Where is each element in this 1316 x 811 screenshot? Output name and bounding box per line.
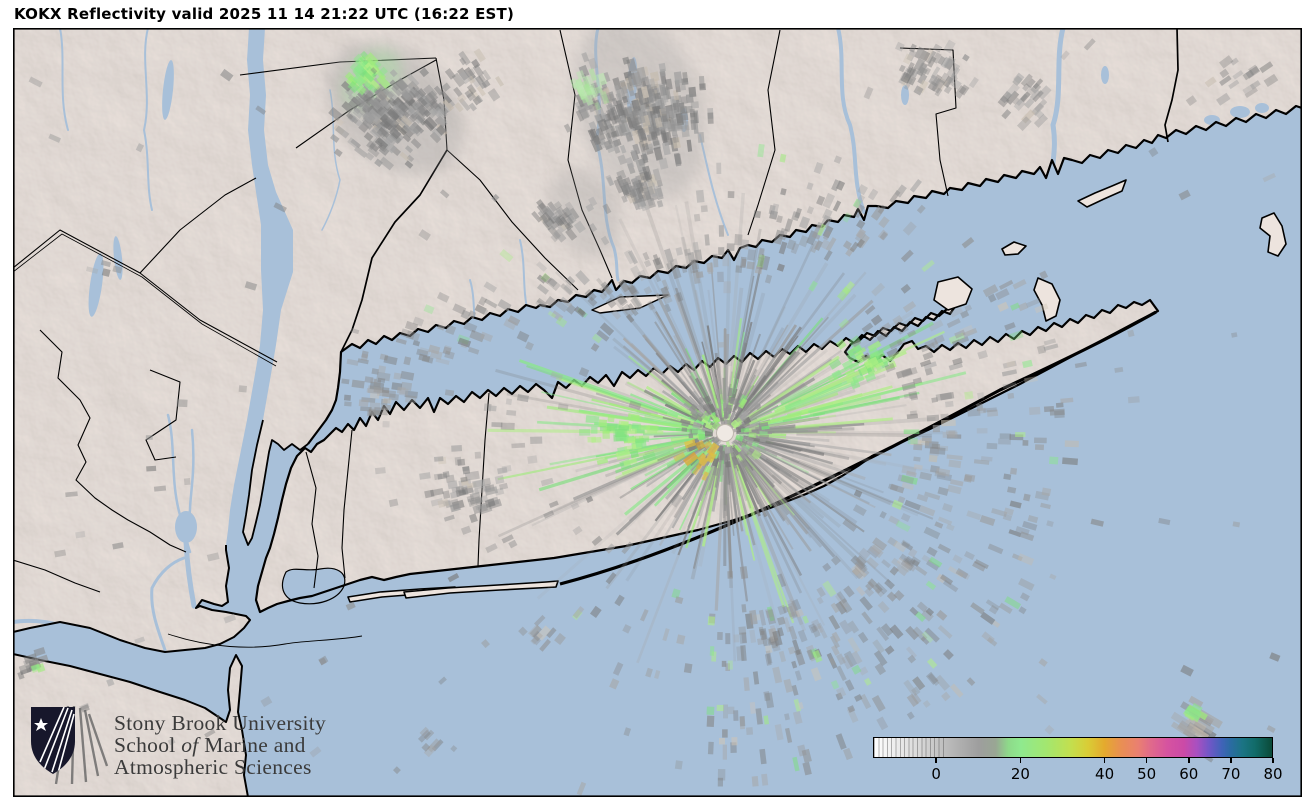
colorbar-tick-mark — [1019, 758, 1022, 763]
colorbar-tick-label: 80 — [1263, 765, 1283, 783]
stony-brook-shield-icon — [31, 705, 109, 785]
colorbar-tick-label: 0 — [931, 765, 941, 783]
colorbar-tick-mark — [1188, 758, 1190, 763]
reflectivity-colorbar: 0 20 40 50 60 70 80 — [873, 737, 1283, 783]
colorbar-tick-mark — [1145, 758, 1148, 763]
map-frame — [13, 28, 1302, 797]
colorbar-hatch-overlay — [874, 738, 944, 757]
sbu-logo: Stony Brook University School of Marine … — [28, 704, 326, 788]
radar-map — [13, 28, 1302, 797]
colorbar-tick-mark — [1103, 758, 1106, 763]
islands-layer — [347, 179, 1287, 603]
logo-line-3: Atmospheric Sciences — [114, 755, 312, 779]
colorbar-tick-mark — [935, 758, 937, 763]
colorbar-tick-label: 20 — [1010, 765, 1030, 783]
river-lines — [13, 28, 1269, 652]
colorbar-tick-label: 40 — [1095, 765, 1115, 783]
colorbar-tick-label: 70 — [1221, 765, 1241, 783]
logo-line-1: Stony Brook University — [114, 711, 327, 735]
radar-site-marker — [716, 424, 734, 442]
radar-clutter-layer — [17, 28, 1281, 796]
colorbar-tick-label: 50 — [1137, 765, 1157, 783]
logo-line-2: School of Marine and — [114, 733, 306, 757]
colorbar-tick-mark — [1272, 758, 1274, 763]
map-canvas — [13, 28, 1302, 797]
colorbar-tick-mark — [1230, 758, 1232, 763]
colorbar-gradient — [873, 737, 1273, 758]
page-title: KOKX Reflectivity valid 2025 11 14 21:22… — [14, 5, 515, 23]
sbu-logo-text: Stony Brook University School of Marine … — [114, 712, 326, 778]
colorbar-tick-label: 60 — [1179, 765, 1199, 783]
water-layer — [13, 28, 1302, 797]
